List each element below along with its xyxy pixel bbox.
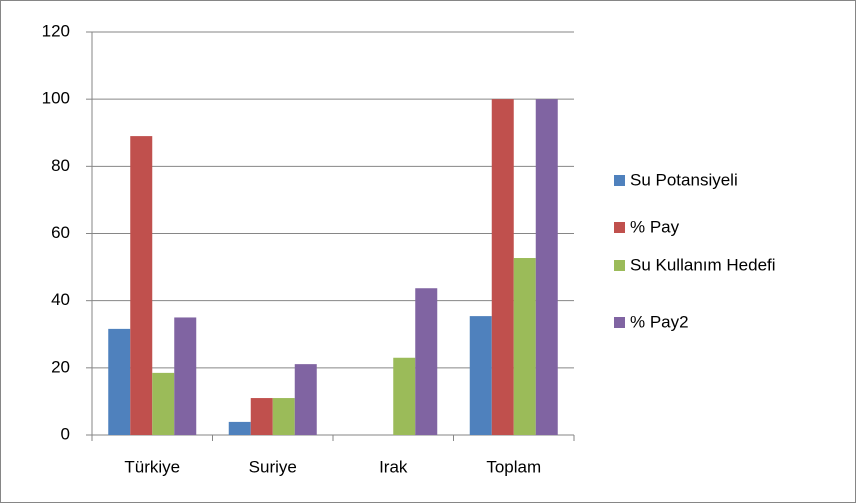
y-tick-label: 60 <box>51 223 70 242</box>
x-tick-label: Türkiye <box>124 457 180 476</box>
bar <box>108 328 131 435</box>
bar <box>250 398 273 435</box>
x-tick-label: Irak <box>379 457 408 476</box>
x-tick-label: Toplam <box>486 457 541 476</box>
y-tick-label: 80 <box>51 156 70 175</box>
legend-label: Su Kullanım Hedefi <box>630 255 776 274</box>
bar <box>174 317 197 435</box>
bar <box>415 288 438 435</box>
legend-label: Su Potansiyeli <box>630 170 738 189</box>
legend-label: % Pay2 <box>630 312 689 331</box>
bar <box>272 398 295 435</box>
legend-swatch <box>614 260 625 271</box>
legend-label: % Pay <box>630 217 680 236</box>
bar <box>130 136 153 435</box>
x-tick-label: Suriye <box>249 457 297 476</box>
bar <box>228 421 251 435</box>
bar <box>469 316 492 435</box>
y-tick-label: 20 <box>51 357 70 376</box>
legend-swatch <box>614 222 625 233</box>
y-tick-label: 0 <box>61 424 70 443</box>
bar <box>152 372 175 435</box>
bar <box>393 357 416 435</box>
legend-swatch <box>614 175 625 186</box>
y-tick-label: 120 <box>42 21 70 40</box>
y-tick-label: 40 <box>51 290 70 309</box>
y-tick-label: 100 <box>42 89 70 108</box>
bar <box>491 99 514 436</box>
bar <box>294 364 317 435</box>
legend-swatch <box>614 317 625 328</box>
bar <box>535 99 558 436</box>
bar <box>513 258 536 435</box>
